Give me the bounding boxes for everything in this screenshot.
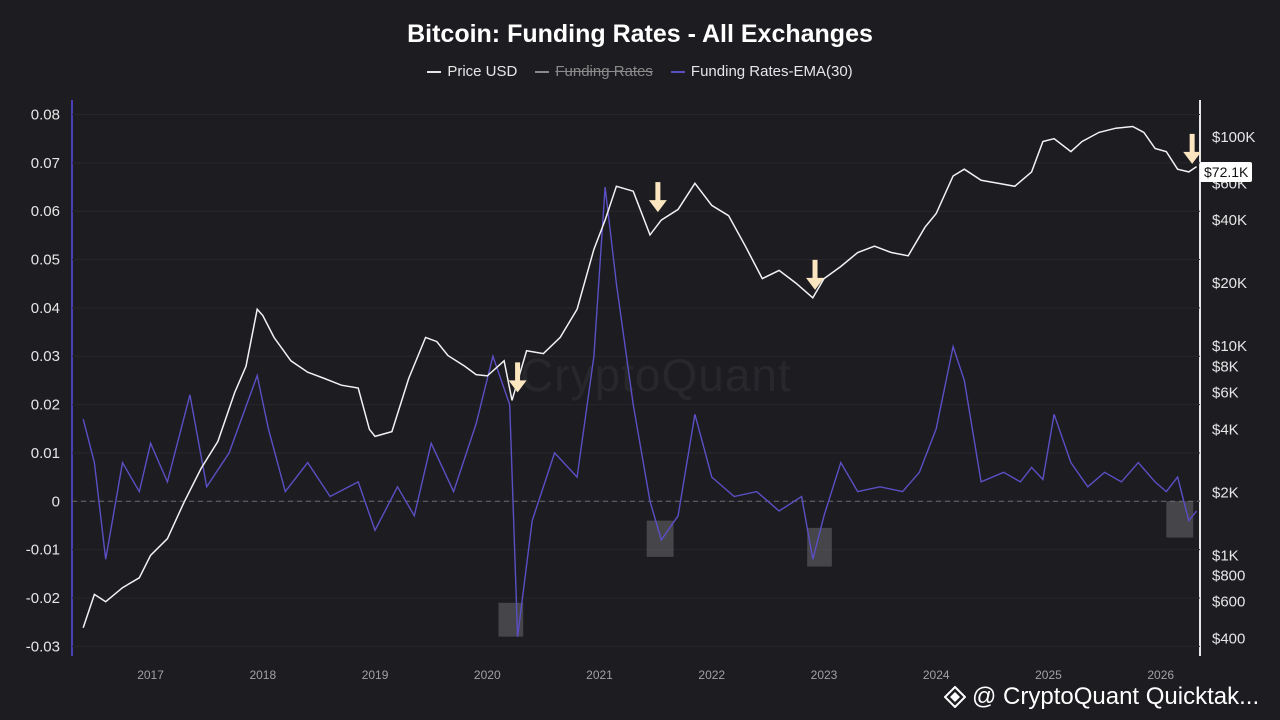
y-right-tick-label: $10K	[1212, 338, 1247, 355]
y-right-tick-label: $600	[1212, 594, 1245, 611]
y-right-tick-label: $20K	[1212, 275, 1247, 292]
price-series-line	[82, 125, 1198, 629]
annotation-arrow-icon	[508, 362, 527, 393]
x-tick-label: 2021	[586, 668, 613, 682]
x-tick-label: 2024	[923, 668, 950, 682]
annotation-arrow-icon	[806, 259, 825, 290]
x-tick-label: 2020	[474, 668, 501, 682]
x-tick-label: 2017	[137, 668, 164, 682]
y-right-tick-label: $800	[1212, 568, 1245, 585]
y-left-tick-label: 0.01	[31, 445, 60, 462]
y-left-tick-label: 0.02	[31, 397, 60, 414]
y-left-tick-label: 0.04	[31, 300, 60, 317]
y-right-tick-label: $4K	[1212, 421, 1239, 438]
x-tick-label: 2026	[1147, 668, 1174, 682]
y-right-tick-label: $8K	[1212, 358, 1239, 375]
legend: Price USD Funding Rates Funding Rates-EM…	[0, 63, 1280, 80]
legend-swatch-funding-rates	[535, 70, 550, 73]
x-tick-label: 2023	[811, 668, 838, 682]
footer-attribution: @ CryptoQuant Quicktak...	[944, 683, 1259, 711]
x-tick-label: 2022	[698, 668, 725, 682]
y-left-tick-label: 0.06	[31, 203, 60, 220]
footer-text: @ CryptoQuant Quicktak...	[972, 683, 1260, 710]
legend-label-funding-rates: Funding Rates	[555, 63, 653, 80]
y-right-tick-label: $6K	[1212, 384, 1239, 401]
x-tick-label: 2018	[249, 668, 276, 682]
annotation-arrow-icon	[1183, 133, 1202, 164]
y-left-tick-label: 0.03	[31, 348, 60, 365]
y-right-tick-label: $40K	[1212, 212, 1247, 229]
diamond-logo-icon	[944, 686, 966, 708]
x-tick-label: 2019	[362, 668, 389, 682]
y-left-tick-label: 0.05	[31, 252, 60, 269]
y-left-tick-label: 0.07	[31, 155, 60, 172]
legend-swatch-ema	[670, 70, 685, 73]
y-left-tick-label: -0.01	[26, 542, 60, 559]
y-left-tick-label: 0.08	[31, 107, 60, 124]
y-right-tick-label: $2K	[1212, 484, 1239, 501]
y-right-tick-label: $100K	[1212, 129, 1255, 146]
highlight-box	[646, 520, 674, 557]
legend-item-price[interactable]: Price USD	[427, 63, 517, 80]
y-left-tick-label: -0.03	[26, 638, 60, 655]
ema-series-line	[82, 186, 1198, 637]
legend-label-price: Price USD	[447, 63, 518, 80]
y-left-tick-label: 0	[52, 493, 60, 510]
legend-item-ema[interactable]: Funding Rates-EMA(30)	[670, 63, 853, 80]
y-left-tick-label: -0.02	[26, 590, 60, 607]
legend-swatch-price	[427, 70, 442, 73]
legend-item-funding-rates[interactable]: Funding Rates	[535, 63, 653, 80]
watermark: CryptoQuant	[520, 349, 792, 401]
current-price-tag: $72.1K	[1200, 162, 1253, 182]
y-right-tick-label: $400	[1212, 631, 1245, 648]
chart-title: Bitcoin: Funding Rates - All Exchanges	[407, 20, 873, 48]
x-tick-label: 2025	[1035, 668, 1062, 682]
y-right-tick-label: $1K	[1212, 547, 1239, 564]
annotation-arrow-icon	[648, 182, 667, 213]
legend-label-ema: Funding Rates-EMA(30)	[690, 63, 853, 80]
